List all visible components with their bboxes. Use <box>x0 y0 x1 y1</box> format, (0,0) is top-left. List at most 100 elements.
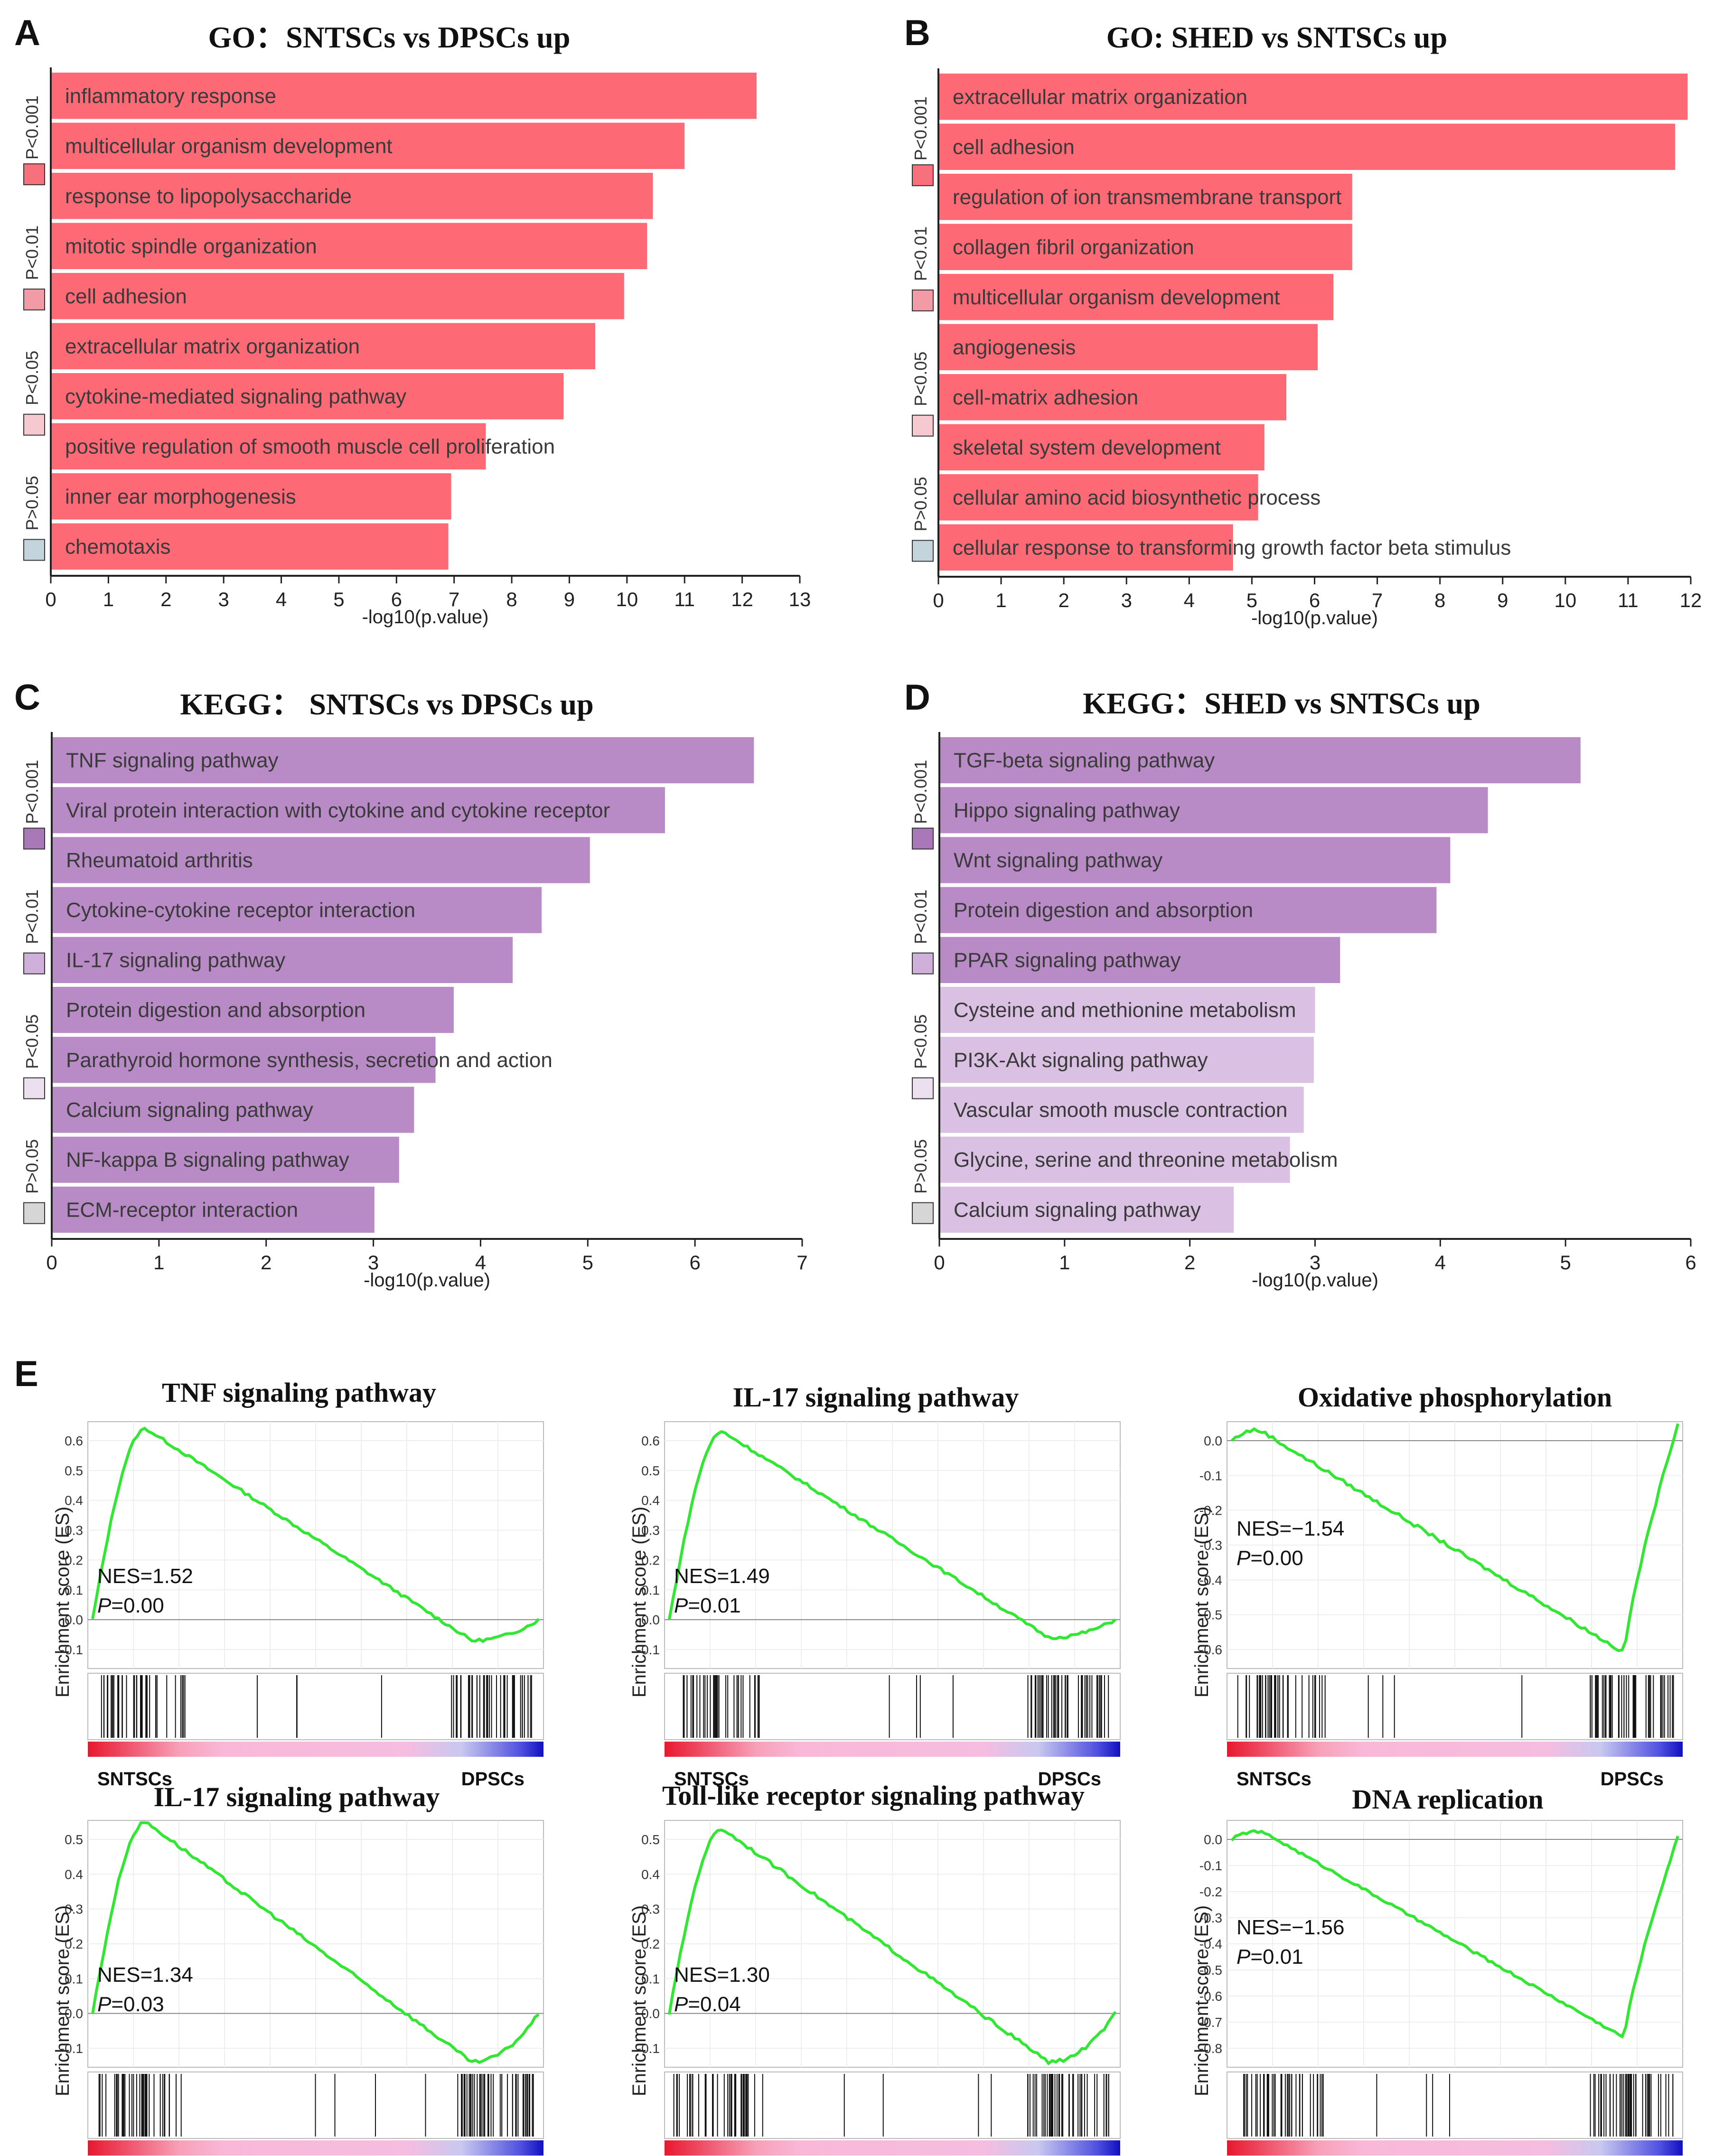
y-tick-label: -0.5 <box>1199 1608 1222 1622</box>
bar <box>52 1087 414 1133</box>
bar-label: Vascular smooth muscle contraction <box>954 1098 1287 1122</box>
bar <box>938 324 1318 370</box>
nes-label: NES=−1.54 <box>1236 1517 1345 1540</box>
y-tick-label: -0.1 <box>637 2041 660 2056</box>
bar-label: angiogenesis <box>953 336 1076 359</box>
x-tick-label: 2 <box>160 588 171 610</box>
legend-swatch <box>23 1202 45 1224</box>
bar-label: Cytokine-cytokine receptor interaction <box>66 899 415 922</box>
legend-label: P<0.01 <box>22 890 42 944</box>
rank-bar <box>1227 2140 1683 2156</box>
bar <box>51 223 647 269</box>
gsea-plot: TNF signaling pathway 0.6 0.5 0.4 0.3 0.2 0.1 0… <box>52 1377 544 1790</box>
x-tick-label: 3 <box>218 588 229 610</box>
hit-frame <box>1227 2072 1683 2139</box>
x-axis-label: -log10(p.value) <box>362 607 489 628</box>
x-tick-label: 10 <box>1554 589 1576 611</box>
legend-label: P<0.001 <box>911 96 930 160</box>
bar-label: cytokine-mediated signaling pathway <box>65 385 406 408</box>
y-axis-label: Enrichment score (ES) <box>629 1507 650 1697</box>
x-tick-label: 12 <box>1680 589 1702 611</box>
bar-label: PI3K-Akt signaling pathway <box>954 1049 1208 1072</box>
gsea-plot: IL-17 signaling pathway 0.6 0.5 0.4 0.3 0.2 0.… <box>629 1382 1121 1790</box>
legend-swatch <box>912 540 934 562</box>
x-axis-label: -log10(p.value) <box>1252 1270 1378 1291</box>
bar <box>51 323 596 369</box>
y-tick-label: 0.2 <box>65 1937 83 1951</box>
y-tick-label: -0.6 <box>1199 1989 1222 2004</box>
es-curve <box>1230 1423 1679 1652</box>
bar <box>51 423 486 469</box>
group-label-left: SNTSCs <box>97 1769 172 1790</box>
y-tick-label: 0.6 <box>65 1434 83 1448</box>
bar-label: Cysteine and methionine metabolism <box>954 999 1296 1022</box>
bar <box>938 123 1675 170</box>
rank-bar <box>88 1742 543 1757</box>
gsea-plot: DNA replication 0.0 -0.1 -0.2 -0.3 -0.4 -0.5 -0… <box>1191 1784 1683 2156</box>
gsea-title: DNA replication <box>1352 1784 1543 1815</box>
bar <box>939 1087 1304 1133</box>
rank-bar <box>665 2140 1120 2156</box>
legend-label: P<0.05 <box>22 1014 42 1069</box>
x-tick-label: 9 <box>1497 589 1508 611</box>
bar <box>52 987 454 1033</box>
gsea-plot: Oxidative phosphorylation 0.0 -0.1 -0.2 -0.3… <box>1191 1382 1683 1790</box>
bar <box>939 1037 1314 1083</box>
x-tick-label: 5 <box>1246 589 1257 611</box>
bar-label: multicellular organism development <box>953 286 1280 309</box>
bar-label: cell adhesion <box>65 285 187 308</box>
x-tick-label: 0 <box>933 589 944 611</box>
x-tick-label: 1 <box>995 589 1006 611</box>
x-tick-label: 5 <box>582 1251 593 1274</box>
p-value: =0.04 <box>688 1993 740 2016</box>
bar <box>52 937 513 983</box>
bar-label: IL-17 signaling pathway <box>66 948 285 972</box>
gsea-title: TNF signaling pathway <box>162 1377 436 1408</box>
x-tick-label: 6 <box>1309 589 1320 611</box>
bar-label: chemotaxis <box>65 535 171 558</box>
p-value-label: P=0.03 <box>97 1993 164 2016</box>
bar-label: Calcium signaling pathway <box>66 1098 313 1122</box>
bar <box>938 174 1352 220</box>
bar-label: extracellular matrix organization <box>953 85 1247 109</box>
y-tick-label: 0.3 <box>641 1902 660 1917</box>
bar <box>938 224 1352 270</box>
bar <box>938 474 1258 521</box>
y-tick-label: 0.3 <box>65 1902 83 1917</box>
bar-label: Glycine, serine and threonine metabolism <box>954 1148 1338 1172</box>
legend-swatch <box>912 289 934 311</box>
bar-label: NF-kappa B signaling pathway <box>66 1148 349 1172</box>
p-symbol: P <box>97 1993 112 2016</box>
bar-label: cellular amino acid biosynthetic process <box>953 486 1321 509</box>
hit-frame <box>87 1673 544 1740</box>
x-tick-label: 7 <box>449 588 459 610</box>
p-value: =0.01 <box>688 1594 740 1617</box>
y-tick-label: 0.0 <box>65 2006 83 2021</box>
y-tick-label: 0.2 <box>65 1553 83 1567</box>
bar <box>938 524 1233 571</box>
x-axis-label: -log10(p.value) <box>1251 608 1378 628</box>
x-tick-label: 4 <box>276 588 287 610</box>
y-axis-label: Enrichment score (ES) <box>52 1507 73 1697</box>
legend-swatch <box>23 827 45 850</box>
legend-label: P<0.05 <box>911 1014 930 1069</box>
y-tick-label: 0.1 <box>641 1971 660 1986</box>
x-tick-label: 0 <box>934 1251 945 1274</box>
nes-label: NES=1.49 <box>674 1565 770 1588</box>
x-tick-label: 3 <box>1310 1251 1321 1274</box>
y-tick-label: -0.1 <box>60 1642 83 1657</box>
x-tick-label: 11 <box>674 588 695 610</box>
y-tick-label: 0.4 <box>641 1867 660 1882</box>
y-tick-label: -0.1 <box>60 2041 83 2056</box>
rank-bar <box>665 1742 1120 1757</box>
x-tick-label: 7 <box>1372 589 1383 611</box>
bar <box>51 473 451 520</box>
x-tick-label: 5 <box>333 588 344 610</box>
bar-label: skeletal system development <box>953 436 1221 459</box>
p-symbol: P <box>97 1594 112 1617</box>
es-curve <box>1230 1829 1679 2039</box>
x-tick-label: 6 <box>689 1251 700 1274</box>
panel-e: E TNF signaling pathway 0.6 0.5 0.4 0.3 0.2 0.1… <box>14 1354 1683 2156</box>
group-label-right: DPSCs <box>1038 1769 1101 1790</box>
x-tick-label: 4 <box>475 1251 486 1274</box>
